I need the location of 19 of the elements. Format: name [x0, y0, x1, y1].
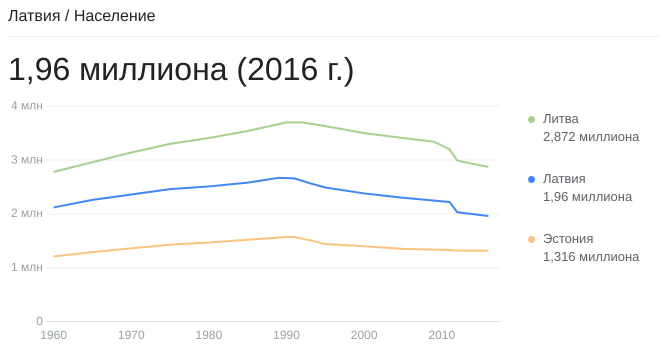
- y-tick-label: 4 млн: [10, 98, 43, 113]
- x-tick-label: 1990: [273, 328, 300, 342]
- y-tick-label: 0: [36, 314, 44, 328]
- x-tick-label: 1980: [196, 328, 223, 342]
- legend-label: Латвия: [543, 170, 587, 188]
- x-tick-label: 2010: [428, 328, 456, 342]
- text: 1,96 миллиона: [543, 188, 632, 206]
- y-tick-label: 1 млн: [10, 260, 43, 274]
- x-tick-label: 1960: [40, 328, 68, 342]
- y-tick-label: 3 млн: [10, 152, 43, 166]
- y-tick-label: 2 млн: [10, 206, 43, 220]
- legend-label: Эстония: [543, 230, 594, 248]
- x-tick-label: 1970: [118, 328, 145, 342]
- x-tick-label: 2000: [350, 328, 378, 342]
- chart-subtitle: Латвия / Население: [8, 8, 660, 37]
- chart-title: 1,96 миллиона (2016 г.): [8, 51, 356, 88]
- legend-label: Литва: [543, 110, 580, 128]
- text: 1,316 миллиона: [543, 248, 640, 266]
- text: 2,872 миллиона: [543, 128, 640, 146]
